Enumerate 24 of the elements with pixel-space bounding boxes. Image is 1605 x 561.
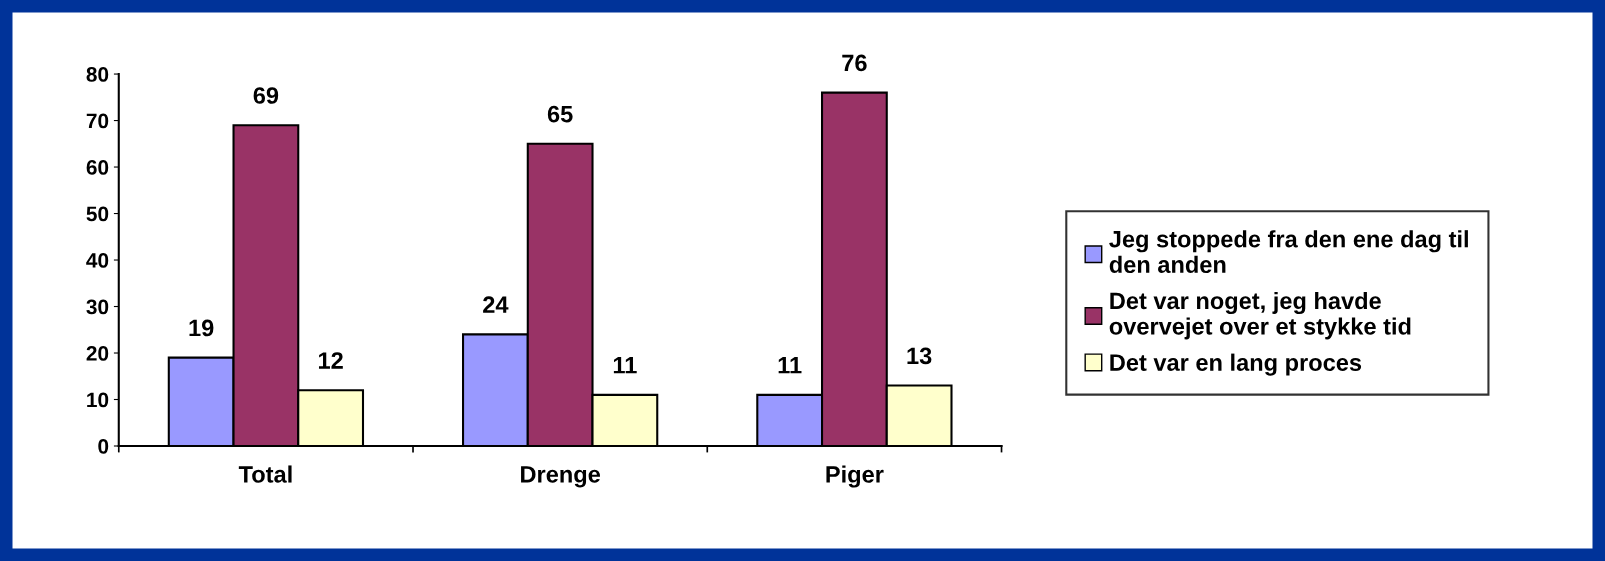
- x-tick-label: Drenge: [521, 466, 601, 488]
- data-label: 11: [778, 357, 802, 374]
- y-tick-label: 80: [86, 67, 109, 82]
- x-tick-label: Total: [238, 465, 292, 483]
- data-label: 19: [189, 319, 214, 337]
- data-label: 65: [547, 105, 573, 123]
- y-tick-label: 40: [86, 253, 109, 268]
- y-tick-label: 30: [86, 299, 109, 315]
- data-label: 12: [318, 352, 343, 369]
- y-tick-label: 60: [86, 160, 109, 175]
- data-label: 11: [613, 357, 637, 374]
- data-label: 76: [842, 54, 867, 72]
- y-tick-label: 50: [86, 206, 109, 222]
- y-tick-label: 70: [86, 113, 109, 129]
- data-label: 24: [483, 296, 509, 313]
- data-label: 69: [253, 87, 279, 104]
- y-tick-label: 20: [86, 346, 109, 361]
- legend-label: Jeg stoppede fra den ene dag til den anden: [1109, 230, 1468, 274]
- data-label: 13: [907, 347, 932, 365]
- x-tick-label: Piger: [826, 465, 884, 488]
- legend-label: Det var noget, jeg havde overvejet over et stykke tid: [1109, 291, 1411, 340]
- y-tick-label: 10: [87, 392, 109, 408]
- legend-label: Det var en lang proces: [1110, 353, 1362, 376]
- y-tick-label: 0: [98, 439, 109, 454]
